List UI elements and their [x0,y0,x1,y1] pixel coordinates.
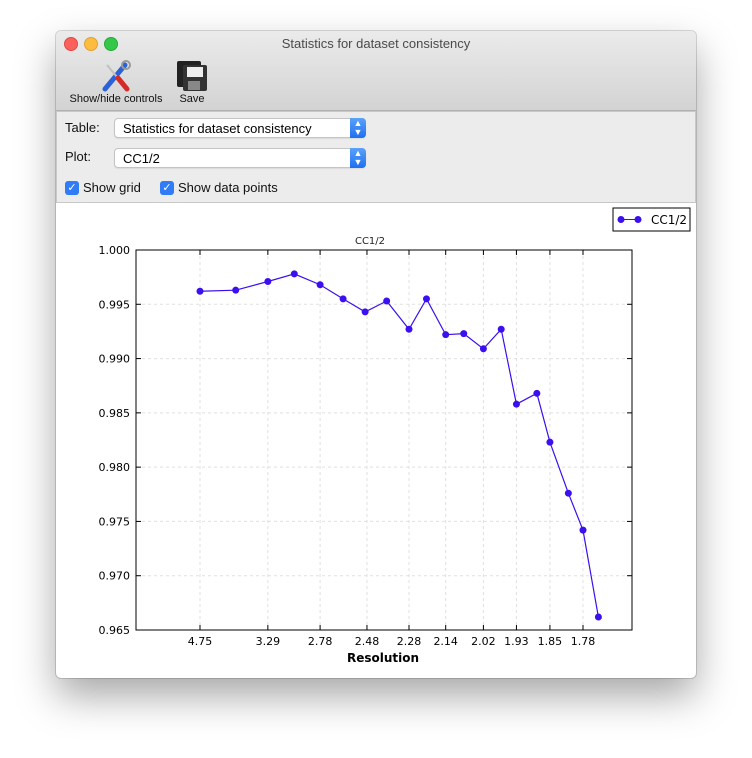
show-data-points-label: Show data points [178,180,278,195]
legend-marker [634,216,642,223]
x-tick-label: 2.48 [355,635,380,648]
series-line [199,273,599,618]
checkmark-icon: ✓ [160,180,174,195]
y-tick-label: 0.965 [99,624,131,637]
data-point [422,295,430,303]
x-tick-label: 2.78 [308,635,333,648]
data-point [546,438,554,446]
y-tick-label: 0.970 [99,570,131,583]
plot-label: Plot: [65,149,92,164]
x-tick-label: 1.78 [571,635,596,648]
window-title: Statistics for dataset consistency [281,36,471,51]
data-point [479,345,487,353]
data-point [196,287,204,295]
data-point [579,526,587,534]
zoom-button[interactable] [104,37,118,51]
data-point [264,277,272,285]
y-tick-label: 0.980 [99,461,131,474]
updown-chevron-icon: ▲ ▼ [350,148,366,168]
data-point [361,308,369,316]
app-window: Statistics for dataset consistency Show/… [56,31,696,678]
x-tick-label: 3.29 [256,635,281,648]
table-label: Table: [65,120,100,135]
y-tick-label: 0.995 [99,298,131,311]
data-point [594,613,602,621]
data-point [339,295,347,303]
table-select-value: Statistics for dataset consistency [123,121,312,136]
data-point [383,297,391,305]
legend: CC1/2 [612,207,691,232]
data-point [290,270,298,278]
data-point [316,281,324,289]
x-tick-label: 1.93 [504,635,529,648]
data-point [533,389,541,397]
plot-select[interactable]: CC1/2 ▲ ▼ [114,148,366,168]
show-grid-checkbox[interactable]: ✓ Show grid [65,180,141,195]
x-axis-label: Resolution [347,651,419,665]
x-tick-label: 2.28 [397,635,422,648]
show-grid-label: Show grid [83,180,141,195]
show-data-points-checkbox[interactable]: ✓ Show data points [160,180,278,195]
data-point [460,330,468,338]
y-tick-label: 0.985 [99,407,131,420]
table-select[interactable]: Statistics for dataset consistency ▲ ▼ [114,118,366,138]
x-tick-label: 2.02 [471,635,496,648]
data-point [405,325,413,333]
data-point [564,489,572,497]
minimize-button[interactable] [84,37,98,51]
checkmark-icon: ✓ [65,180,79,195]
y-tick-label: 0.990 [99,353,131,366]
plot-frame [135,249,633,631]
data-point [232,286,240,294]
x-tick-label: 4.75 [188,635,213,648]
show-hide-controls-button[interactable]: Show/hide controls [64,59,168,105]
x-tick-label: 1.85 [538,635,563,648]
save-button[interactable]: Save [174,59,210,105]
save-label: Save [179,93,205,105]
data-point [497,325,505,333]
y-tick-label: 1.000 [99,244,131,257]
data-point [512,400,520,408]
tools-icon [64,59,168,93]
x-tick-label: 2.14 [433,635,458,648]
plot-select-value: CC1/2 [123,151,160,166]
legend-marker [617,216,625,223]
show-hide-controls-label: Show/hide controls [69,93,163,105]
legend-box [612,207,691,232]
legend-label: CC1/2 [651,213,687,227]
data-point [442,331,450,339]
floppy-disk-icon [174,59,210,93]
y-tick-label: 0.975 [99,515,131,528]
updown-chevron-icon: ▲ ▼ [350,118,366,138]
title-bar: Statistics for dataset consistency Show/… [56,31,696,111]
chart-title: CC1/2 [355,236,385,247]
close-button[interactable] [64,37,78,51]
